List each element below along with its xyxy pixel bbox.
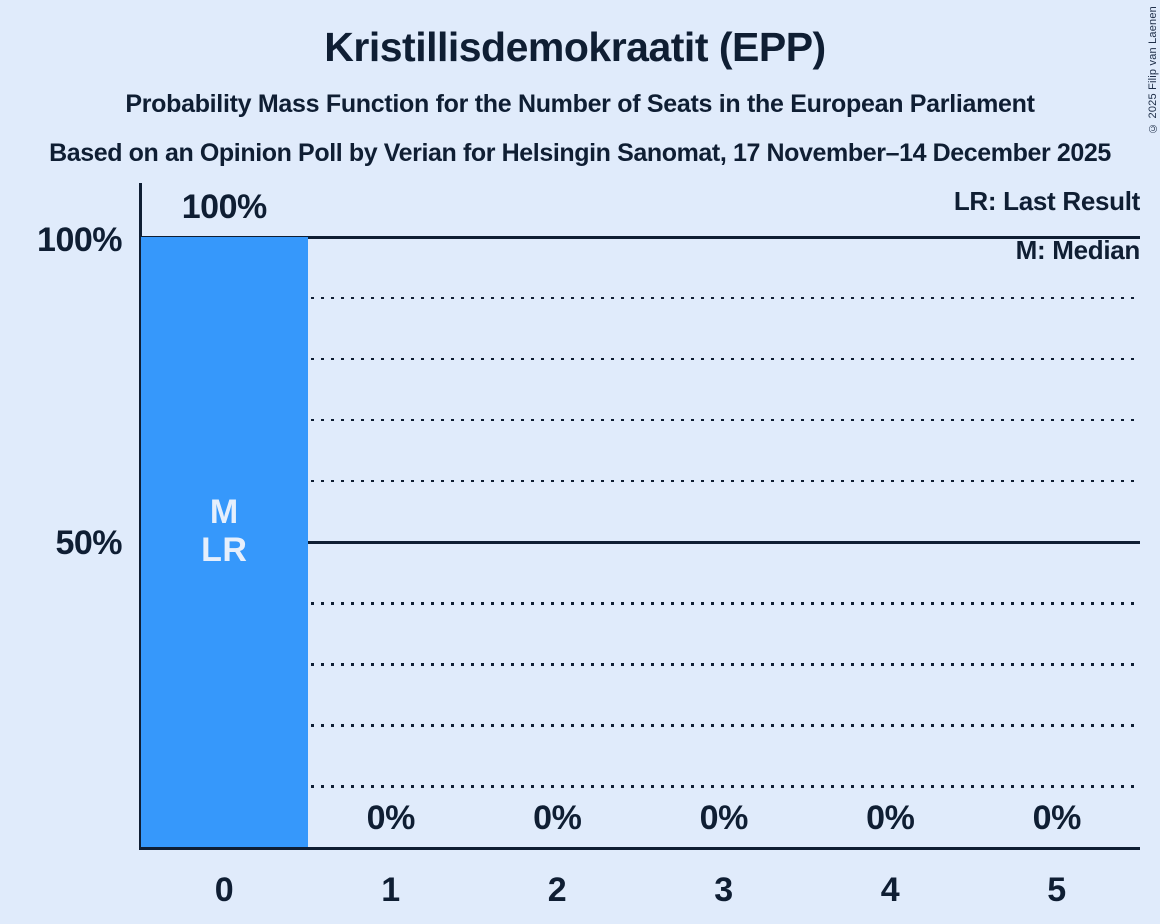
x-tick-label-5: 5 [1047,871,1067,909]
x-tick-label-0: 0 [214,871,234,909]
bar-value-label-seats-0: 100% [181,188,267,226]
gridline-20 [141,724,1140,727]
gridline-40 [141,602,1140,605]
x-tick-label-1: 1 [381,871,401,909]
bar-column-seats-2: 0% [474,237,641,848]
bar-annotation-m: M [209,493,239,531]
bar-column-seats-3: 0% [641,237,808,848]
gridline-30 [141,663,1140,666]
bar-column-seats-1: 0% [308,237,475,848]
plot-area: 100% M LR 0% 0% 0% 0% 0% [141,189,1141,848]
bar-column-seats-0: 100% M LR [141,189,308,848]
y-axis-label-100: 100% [37,221,122,259]
gridline-90 [141,296,1140,300]
bar-seats-0 [141,237,308,848]
gridline-60 [141,479,1140,483]
x-tick-label-2: 2 [547,871,567,909]
bar-value-label-seats-5: 0% [1032,799,1082,837]
bar-annotation-lr: LR [201,531,248,569]
gridline-70 [141,418,1140,422]
x-axis-line [139,847,1140,850]
bar-annotation-block-seats-0: M LR [141,493,308,569]
bar-value-label-seats-4: 0% [866,799,915,837]
legend-entry-median: M: Median [1015,235,1141,265]
bar-column-seats-5: 0% [974,237,1141,848]
x-axis-tick-labels: 0 1 2 3 4 5 [141,868,1140,918]
chart-title: Kristillisdemokraatit (EPP) [324,24,826,70]
bar-value-label-seats-3: 0% [699,799,749,837]
x-tick-label-3: 3 [714,871,734,909]
y-axis-line [139,183,142,850]
x-tick-label-4: 4 [880,871,900,909]
gridline-80 [141,357,1140,361]
chart-subtitle: Probability Mass Function for the Number… [125,90,1035,118]
gridline-10 [141,785,1140,788]
bar-column-seats-4: 0% [807,237,974,848]
chart-source-line: Based on an Opinion Poll by Verian for H… [49,139,1111,167]
gridline-50-solid [141,541,1140,544]
bar-value-label-seats-2: 0% [533,799,582,837]
y-axis-label-50: 50% [55,524,122,562]
gridline-100-solid [141,235,1140,239]
bar-value-label-seats-1: 0% [366,799,416,837]
legend-entry-last-result: LR: Last Result [953,186,1140,216]
